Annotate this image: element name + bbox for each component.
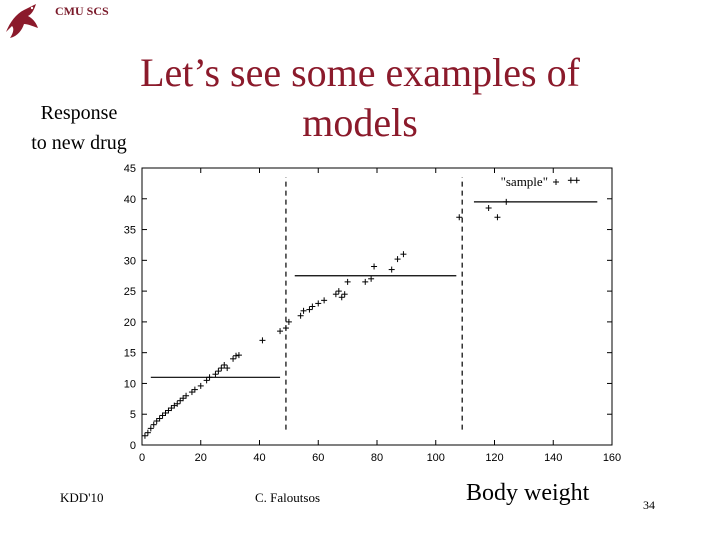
y-label-line-2: to new drug <box>31 132 127 154</box>
y-tick-label: 0 <box>130 440 136 452</box>
data-points <box>141 177 580 439</box>
slide-title: Let’s see some examples of models <box>110 48 610 148</box>
title-line-1: Let’s see some examples of <box>140 50 580 95</box>
x-tick-label: 100 <box>427 452 445 464</box>
data-point <box>573 177 580 184</box>
data-point <box>300 307 307 314</box>
data-point <box>183 392 190 399</box>
data-point <box>218 365 225 372</box>
data-point <box>394 256 401 263</box>
data-point <box>221 361 228 368</box>
data-point <box>309 303 316 310</box>
axes <box>141 167 613 446</box>
data-point <box>197 382 204 389</box>
y-tick-label: 15 <box>124 348 136 360</box>
data-point <box>147 425 154 432</box>
y-tick-label: 20 <box>124 317 136 329</box>
data-point <box>341 291 348 298</box>
data-point <box>485 205 492 212</box>
data-point <box>335 288 342 295</box>
data-point <box>156 415 163 422</box>
data-point <box>235 352 242 359</box>
data-point <box>306 306 313 313</box>
data-point <box>230 355 237 362</box>
tick-labels: 0 20 40 60 80 100 120 140 160 0 5 10 15 20 25 30 35 40 45 <box>124 163 621 464</box>
data-point <box>191 386 198 393</box>
y-tick-label: 35 <box>124 225 136 237</box>
data-point <box>371 263 378 270</box>
data-point <box>400 251 407 258</box>
x-tick-label: 60 <box>312 452 324 464</box>
x-tick-label: 160 <box>603 452 621 464</box>
data-point <box>494 214 501 221</box>
y-axis-label: Response to new drug <box>4 98 154 158</box>
scatter-chart: 0 20 40 60 80 100 120 140 160051015202530354045 … <box>124 163 621 464</box>
data-point <box>259 337 266 344</box>
data-point <box>315 300 322 307</box>
footer-author: C. Faloutsos <box>255 490 321 505</box>
data-point <box>567 177 574 184</box>
x-tick-label: 80 <box>371 452 383 464</box>
data-point <box>321 297 328 304</box>
data-point <box>338 294 345 301</box>
data-point <box>368 275 375 282</box>
data-point <box>362 278 369 285</box>
footer-venue: KDD'10 <box>60 490 104 505</box>
data-point <box>332 291 339 298</box>
x-tick-label: 20 <box>195 452 207 464</box>
y-tick-label: 5 <box>130 409 136 421</box>
y-label-line-1: Response <box>40 102 118 124</box>
data-point <box>150 421 157 428</box>
y-tick-label: 45 <box>124 163 136 175</box>
data-point <box>174 400 181 407</box>
fit-segments <box>150 201 598 378</box>
data-point <box>456 214 463 221</box>
data-point <box>233 352 239 359</box>
x-axis-label: Body weight <box>466 480 590 506</box>
data-point <box>144 429 151 436</box>
data-point <box>285 318 292 325</box>
x-tick-label: 120 <box>485 452 503 464</box>
legend: "sample" <box>501 174 559 189</box>
data-point <box>344 278 351 285</box>
data-point <box>388 266 395 273</box>
y-tick-label: 25 <box>124 286 136 298</box>
data-point <box>215 368 222 375</box>
data-point <box>277 328 284 335</box>
data-point <box>141 432 148 439</box>
legend-label: "sample" <box>501 174 548 189</box>
data-point <box>203 377 210 384</box>
x-tick-label: 40 <box>253 452 265 464</box>
data-point <box>224 365 231 372</box>
dragon-logo-icon <box>6 4 38 38</box>
data-point <box>282 325 289 332</box>
y-tick-label: 10 <box>124 378 136 390</box>
data-point <box>297 312 304 319</box>
split-dividers <box>285 177 463 430</box>
data-point <box>212 371 219 378</box>
x-tick-label: 0 <box>139 452 145 464</box>
title-line-2: models <box>302 100 418 145</box>
data-point <box>206 374 213 381</box>
y-tick-label: 30 <box>124 255 136 267</box>
y-tick-label: 40 <box>124 194 136 206</box>
x-tick-label: 140 <box>544 452 562 464</box>
data-point <box>503 198 510 205</box>
page-number: 34 <box>643 498 655 512</box>
header-label: CMU SCS <box>55 4 109 18</box>
plot-frame <box>141 167 613 446</box>
